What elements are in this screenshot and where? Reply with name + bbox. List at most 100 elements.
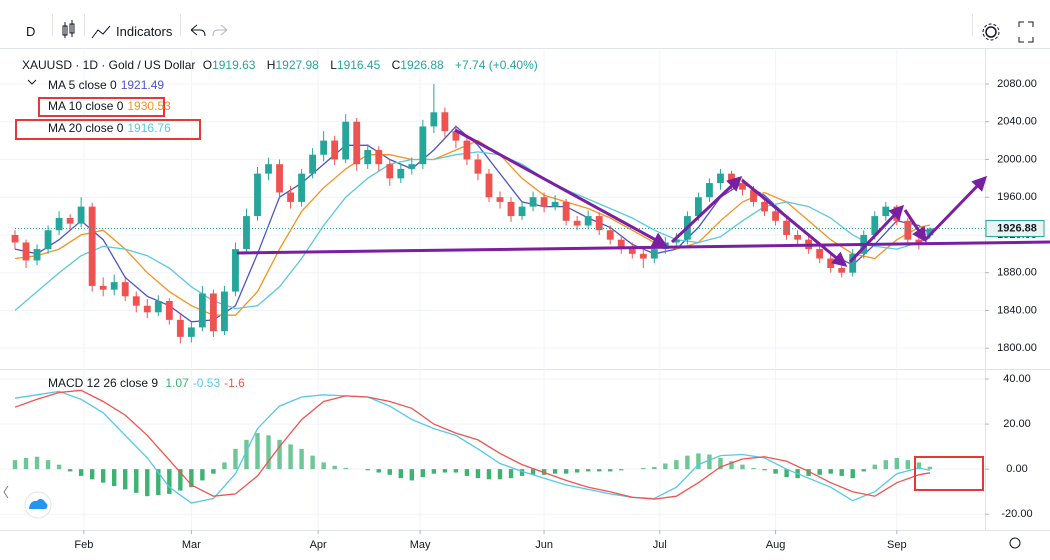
histogram-bar bbox=[828, 469, 833, 474]
candle-body bbox=[298, 173, 306, 202]
histogram-bar bbox=[927, 466, 933, 470]
histogram-bar bbox=[674, 460, 679, 470]
settings-button[interactable] bbox=[985, 26, 997, 38]
indicators-button[interactable]: Indicators bbox=[116, 24, 173, 39]
ohlc-value: 1916.45 bbox=[336, 58, 381, 72]
histogram-bar bbox=[310, 455, 315, 470]
x-tick-label: Mar bbox=[182, 539, 201, 551]
collapse-tab[interactable] bbox=[3, 485, 9, 499]
indicators-icon[interactable] bbox=[91, 25, 111, 39]
candle-body bbox=[165, 301, 173, 320]
trend-arrow bbox=[454, 128, 668, 247]
ma-legend-row: MA 20 close 0 1916.76 bbox=[48, 121, 175, 135]
candle-body bbox=[628, 249, 636, 254]
ma-name: MA 20 close 0 bbox=[48, 121, 124, 135]
histogram-bar bbox=[134, 469, 139, 493]
candle-body bbox=[871, 216, 879, 235]
y-tick-label: 1880.00 bbox=[997, 267, 1037, 279]
indicator-value: 1.07 bbox=[165, 376, 189, 390]
candle-body bbox=[132, 296, 140, 306]
symbol-legend: XAUUSD · 1D · Gold / US Dollar O1919.63 … bbox=[22, 58, 542, 72]
y-tick-label: 20.00 bbox=[1003, 418, 1031, 430]
ohlc-label: O bbox=[202, 58, 213, 72]
histogram-bar bbox=[839, 469, 844, 476]
candle-body bbox=[44, 230, 52, 250]
indicator-value: -0.53 bbox=[192, 376, 221, 390]
candle-body bbox=[827, 258, 835, 268]
candle-body bbox=[276, 164, 283, 193]
line bbox=[14, 389, 931, 500]
histogram-bar bbox=[56, 464, 62, 470]
histogram-bar bbox=[45, 460, 51, 470]
y-tick-label: 2080.00 bbox=[997, 78, 1037, 90]
candle-body bbox=[99, 285, 107, 290]
ohlc-value: 1927.98 bbox=[275, 58, 319, 72]
candle-body bbox=[198, 293, 206, 328]
histogram-bar bbox=[729, 461, 734, 470]
interval-button[interactable]: D bbox=[26, 24, 36, 39]
fullscreen-button[interactable] bbox=[1018, 21, 1034, 43]
candle-body bbox=[706, 183, 713, 198]
ma-value: 1921.49 bbox=[120, 78, 165, 92]
candle-body bbox=[353, 121, 361, 165]
histogram-bar bbox=[420, 469, 426, 478]
candle-body bbox=[617, 239, 625, 250]
histogram-bar bbox=[916, 462, 922, 470]
candle-body bbox=[849, 253, 857, 273]
candle-body bbox=[606, 230, 614, 240]
histogram-bar bbox=[574, 469, 580, 473]
candle-body bbox=[55, 217, 63, 231]
indicator-value: -1.6 bbox=[224, 376, 245, 390]
histogram-bar bbox=[652, 466, 657, 470]
candle-body bbox=[783, 220, 791, 235]
undo-button[interactable] bbox=[190, 24, 206, 37]
ma-value: 1930.53 bbox=[127, 99, 171, 113]
histogram-bar bbox=[244, 439, 249, 470]
y-tick-label: 1800.00 bbox=[997, 342, 1037, 354]
x-tick-label: Jun bbox=[535, 539, 553, 551]
histogram-bar bbox=[883, 460, 888, 470]
histogram-bar bbox=[78, 469, 84, 476]
ohlc-label: C bbox=[391, 58, 401, 72]
gear-small[interactable] bbox=[1009, 537, 1021, 549]
ohlc-value: 1919.63 bbox=[212, 58, 256, 72]
symbol-title: XAUUSD · 1D · Gold / US Dollar bbox=[22, 58, 196, 72]
candle-body bbox=[419, 126, 427, 165]
candle-body bbox=[496, 197, 504, 202]
candle-body bbox=[728, 173, 735, 184]
histogram-bar bbox=[211, 469, 216, 474]
x-tick-label: Jul bbox=[653, 539, 667, 551]
candle-body bbox=[463, 140, 471, 160]
histogram-bar bbox=[608, 469, 613, 472]
y-tick-label: 2000.00 bbox=[997, 153, 1037, 165]
candle-body bbox=[650, 249, 658, 259]
last-price-box bbox=[985, 219, 1045, 237]
histogram-bar bbox=[365, 469, 370, 471]
histogram-bar bbox=[519, 469, 525, 476]
candle-body bbox=[452, 131, 460, 141]
histogram-bar bbox=[486, 469, 492, 480]
last-price-label: 1926.88 bbox=[997, 222, 1037, 234]
candle-body bbox=[584, 216, 592, 226]
y-tick-label: 0.00 bbox=[1006, 463, 1027, 475]
candle-body bbox=[573, 220, 581, 226]
candle-body bbox=[838, 267, 846, 273]
histogram-bar bbox=[409, 469, 415, 481]
histogram-bar bbox=[872, 464, 877, 470]
highlight-box bbox=[914, 456, 984, 491]
trend-arrow bbox=[670, 175, 743, 244]
candle-body bbox=[143, 305, 151, 313]
legend-collapse[interactable] bbox=[27, 79, 37, 85]
y-tick-label: 1960.00 bbox=[997, 191, 1037, 203]
candle-body bbox=[243, 216, 250, 250]
histogram-bar bbox=[431, 469, 437, 474]
redo-button[interactable] bbox=[212, 24, 228, 37]
settings-gear bbox=[982, 23, 1000, 41]
histogram-bar bbox=[321, 462, 326, 470]
candle-body bbox=[904, 220, 912, 240]
annotations bbox=[236, 128, 1050, 267]
candle-icon[interactable] bbox=[62, 20, 75, 38]
histogram-bar bbox=[23, 457, 29, 470]
candle-body bbox=[154, 301, 162, 313]
